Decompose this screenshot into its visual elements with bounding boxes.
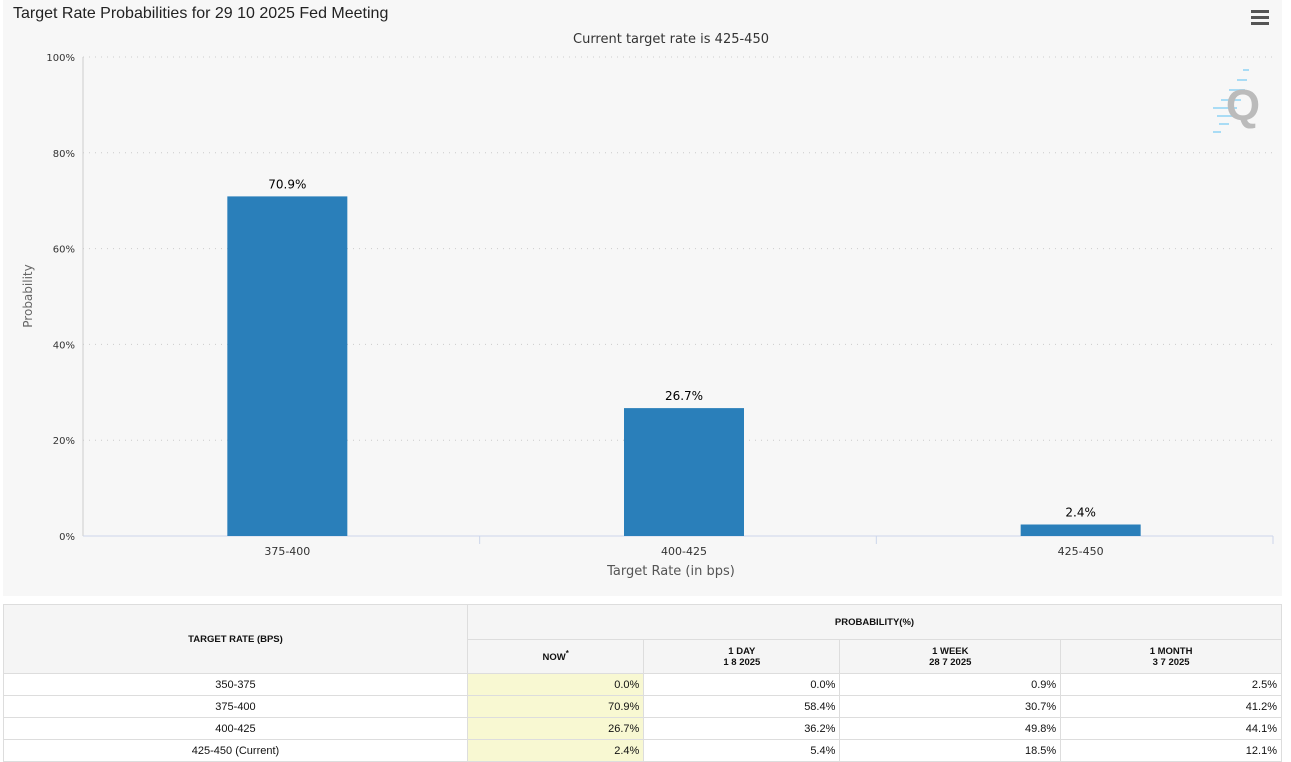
probability-cell: 44.1% — [1060, 717, 1282, 740]
column-date: 1 8 2025 — [723, 656, 761, 668]
column-header: 1 DAY 1 8 2025 — [643, 639, 841, 674]
footnote-mark: * — [565, 649, 569, 659]
probability-cell: 49.8% — [839, 717, 1062, 740]
y-axis-title: Probability — [21, 264, 35, 327]
chart-subtitle: Current target rate is 425-450 — [573, 32, 769, 47]
watermark-logo-icon: Q — [1213, 69, 1260, 133]
probability-cell: 41.2% — [1060, 695, 1282, 718]
probability-cell: 18.5% — [839, 739, 1062, 762]
probability-cell: 2.4% — [466, 739, 645, 762]
bar-chart: Current target rate is 425-450 Q 0% 20% 40… — [21, 32, 1274, 579]
table-row: 375-400 70.9% 58.4% 30.7% 41.2% — [3, 695, 1282, 718]
bar — [1020, 524, 1141, 536]
probability-cell: 70.9% — [466, 695, 645, 718]
svg-text:Q: Q — [1226, 81, 1260, 130]
rate-cell: 425-450 (Current) — [3, 739, 468, 762]
probability-cell: 30.7% — [839, 695, 1062, 718]
column-header: 1 WEEK 28 7 2025 — [839, 639, 1062, 674]
table-row: 350-375 0.0% 0.0% 0.9% 2.5% — [3, 673, 1282, 696]
column-label: NOW — [542, 652, 566, 664]
rate-cell: 375-400 — [3, 695, 468, 718]
y-tick-label: 60% — [53, 245, 75, 256]
target-rate-header: TARGET RATE (BPS) — [3, 604, 468, 674]
x-tick-label: 425-450 — [1058, 545, 1104, 558]
bar — [624, 408, 744, 536]
table-row: 400-425 26.7% 36.2% 49.8% 44.1% — [3, 717, 1282, 740]
y-tick-label: 80% — [53, 149, 75, 160]
rate-cell: 350-375 — [3, 673, 468, 696]
data-label: 2.4% — [1065, 506, 1096, 520]
table-row: 425-450 (Current) 2.4% 5.4% 18.5% 12.1% — [3, 739, 1282, 762]
column-header: NOW* — [466, 639, 645, 674]
y-tick-label: 100% — [46, 53, 75, 64]
probability-cell: 12.1% — [1060, 739, 1282, 762]
chart-container: Target Rate Probabilities for 29 10 2025… — [3, 0, 1282, 596]
column-label: 1 WEEK — [932, 645, 969, 657]
data-label: 26.7% — [665, 389, 703, 403]
rate-cell: 400-425 — [3, 717, 468, 740]
x-tick-label: 400-425 — [661, 545, 707, 558]
y-tick-label: 20% — [53, 436, 75, 447]
probability-cell: 5.4% — [643, 739, 841, 762]
x-axis-title: Target Rate (in bps) — [606, 564, 735, 579]
column-header: 1 MONTH 3 7 2025 — [1060, 639, 1282, 674]
bar — [227, 196, 348, 537]
column-label: 1 MONTH — [1149, 645, 1193, 657]
probability-cell: 0.9% — [839, 673, 1062, 696]
y-tick-label: 40% — [53, 340, 75, 351]
probability-cell: 0.0% — [466, 673, 645, 696]
column-label: 1 DAY — [728, 645, 756, 657]
column-date: 28 7 2025 — [929, 656, 972, 668]
column-date: 3 7 2025 — [1152, 656, 1190, 668]
chart-title: Target Rate Probabilities for 29 10 2025… — [13, 5, 389, 22]
hamburger-menu-icon[interactable] — [1251, 10, 1269, 25]
probability-cell: 58.4% — [643, 695, 841, 718]
y-tick-label: 0% — [59, 532, 75, 543]
probability-cell: 0.0% — [643, 673, 841, 696]
data-label: 70.9% — [268, 177, 306, 191]
probability-group-header: PROBABILITY(%) — [466, 604, 1283, 640]
probability-cell: 36.2% — [643, 717, 841, 740]
probability-cell: 26.7% — [466, 717, 645, 740]
probability-table: TARGET RATE (BPS) PROBABILITY(%) NOW* 1 D… — [3, 604, 1283, 762]
x-tick-label: 375-400 — [264, 545, 310, 558]
probability-cell: 2.5% — [1060, 673, 1282, 696]
